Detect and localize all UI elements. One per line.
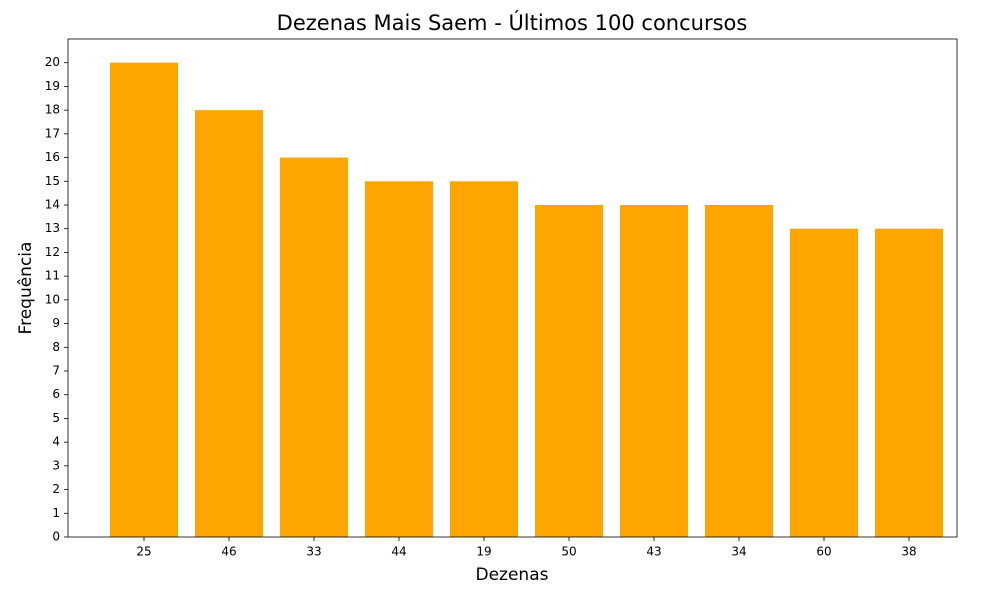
y-axis-label: Frequência — [16, 242, 36, 335]
y-tick-label: 12 — [45, 245, 60, 259]
x-tick-label: 44 — [391, 545, 406, 559]
y-tick-label: 6 — [52, 387, 60, 401]
y-tick-label: 0 — [52, 530, 60, 544]
x-tick-label: 60 — [816, 545, 831, 559]
y-tick-label: 5 — [52, 411, 60, 425]
bar — [705, 205, 773, 537]
y-tick-label: 7 — [52, 364, 60, 378]
y-tick-label: 10 — [45, 292, 60, 306]
bar — [195, 110, 263, 538]
x-tick-label: 50 — [561, 545, 576, 559]
chart-title: Dezenas Mais Saem - Últimos 100 concurso… — [277, 10, 748, 35]
y-tick-label: 4 — [52, 435, 60, 449]
y-tick-label: 15 — [45, 174, 60, 188]
x-tick-label: 43 — [646, 545, 661, 559]
bar — [790, 228, 858, 537]
x-tick-label: 38 — [901, 545, 916, 559]
y-tick-label: 3 — [52, 458, 60, 472]
bar — [280, 157, 348, 538]
bar — [875, 228, 943, 537]
y-tick-label: 11 — [45, 269, 60, 283]
x-tick-label: 33 — [306, 545, 321, 559]
y-tick-label: 8 — [52, 340, 60, 354]
y-tick-label: 17 — [45, 126, 60, 140]
y-tick-label: 2 — [52, 482, 60, 496]
bar — [620, 205, 688, 537]
bar — [450, 181, 518, 538]
x-tick-label: 34 — [731, 545, 746, 559]
y-tick-label: 9 — [52, 316, 60, 330]
x-tick-label: 19 — [476, 545, 491, 559]
x-tick-label: 46 — [221, 545, 236, 559]
y-tick-label: 18 — [45, 103, 60, 117]
y-tick-label: 19 — [45, 79, 60, 93]
x-axis-label: Dezenas — [476, 565, 549, 585]
y-tick-label: 13 — [45, 221, 60, 235]
y-tick-label: 16 — [45, 150, 60, 164]
y-tick-label: 1 — [52, 506, 60, 520]
plot-frame — [67, 38, 958, 538]
bar — [110, 62, 178, 537]
bar — [365, 181, 433, 538]
y-tick-label: 14 — [45, 198, 60, 212]
y-tick-label: 20 — [45, 55, 60, 69]
bar — [535, 205, 603, 537]
x-tick-label: 25 — [136, 545, 151, 559]
